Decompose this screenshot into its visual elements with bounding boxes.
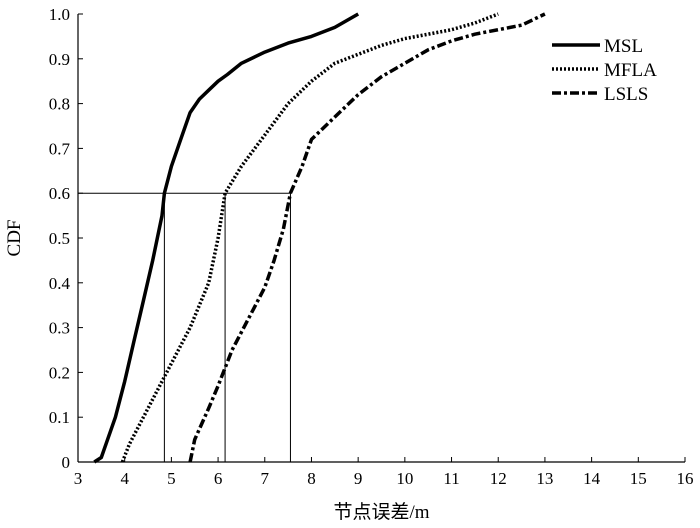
x-axis-label: 节点误差/m	[333, 501, 429, 523]
y-tick-label: 0.9	[49, 50, 70, 69]
y-tick-label: 0.8	[49, 95, 70, 114]
chart-series	[93, 12, 546, 464]
x-tick-label: 15	[630, 469, 647, 488]
x-tick-label: 14	[583, 469, 601, 488]
chart-axes: 3 4 5 6 7 8 9 10 11 12 13 14 15 16 0 0.1 0.2 0.3 0.4 0.5 0.6…	[49, 5, 694, 488]
x-tick-label: 9	[354, 469, 363, 488]
x-tick-label: 3	[74, 469, 83, 488]
legend-label: MSL	[604, 36, 643, 57]
reference-lines	[78, 192, 291, 462]
y-tick-label: 0.5	[49, 229, 70, 248]
series-line-lsls	[188, 12, 546, 463]
x-tick-label: 13	[536, 469, 553, 488]
x-tick-label: 4	[120, 469, 129, 488]
x-tick-label: 10	[396, 469, 413, 488]
x-tick-label: 8	[307, 469, 316, 488]
x-tick-label: 12	[490, 469, 507, 488]
x-tick-label: 7	[261, 469, 270, 488]
x-tick-label: 11	[443, 469, 459, 488]
y-tick-label: 1.0	[49, 5, 70, 24]
y-tick-label: 0.6	[49, 184, 70, 203]
x-tick-label: 16	[677, 469, 694, 488]
series-line-msl	[93, 12, 360, 464]
y-tick-label: 0.3	[49, 319, 70, 338]
x-tick-label: 5	[167, 469, 176, 488]
chart-legend: MSL MFLA LSLS	[552, 36, 657, 105]
series-line-mfla	[120, 12, 499, 463]
y-tick-label: 0.1	[49, 408, 70, 427]
y-tick-label: 0	[62, 453, 71, 472]
y-tick-label: 0.2	[49, 363, 70, 382]
x-tick-label: 6	[214, 469, 223, 488]
y-axis-label: CDF	[4, 220, 25, 257]
y-tick-label: 0.4	[49, 274, 71, 293]
y-tick-label: 0.7	[49, 139, 71, 158]
legend-label: MFLA	[604, 60, 657, 81]
legend-label: LSLS	[604, 84, 648, 105]
